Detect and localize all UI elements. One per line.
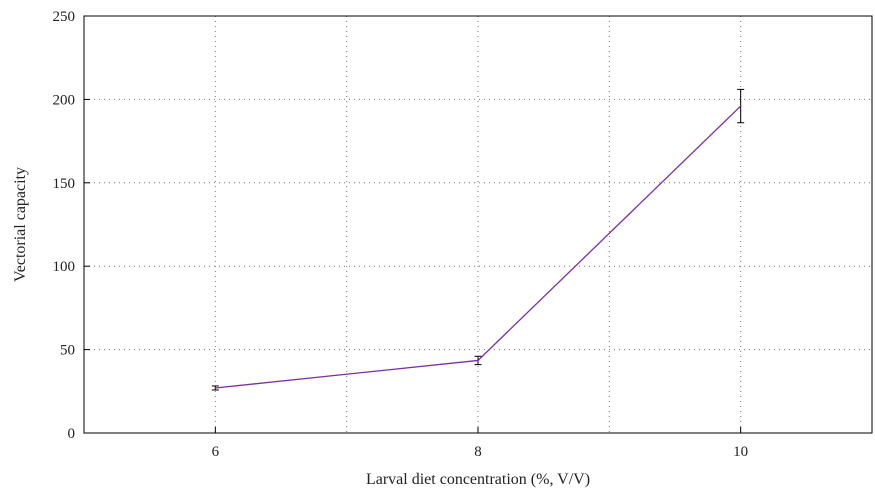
x-tick-label: 10 [733,444,748,460]
plot-frame [83,15,873,434]
data-point [739,105,742,107]
y-tick-label: 200 [53,92,76,108]
x-tick-label: 6 [212,444,220,460]
y-tick-label: 250 [53,9,76,25]
y-tick-label: 50 [60,343,75,359]
y-axis-title: Vectorial capacity [12,167,29,282]
grid-lines [84,16,872,433]
y-tick-label: 100 [53,259,76,275]
series-line [215,105,742,389]
series-group [211,88,745,391]
data-point [214,387,217,389]
y-tick-label: 150 [53,176,76,192]
axis-ticks [84,15,742,434]
x-axis-tick-labels: 6 8 10 [212,444,749,460]
data-point [477,359,479,362]
y-axis-tick-labels: 0 50 100 150 200 250 [53,9,76,442]
y-tick-label: 0 [68,426,76,442]
x-tick-label: 8 [474,444,482,460]
x-axis-title: Larval diet concentration (%, V/V) [366,471,590,488]
